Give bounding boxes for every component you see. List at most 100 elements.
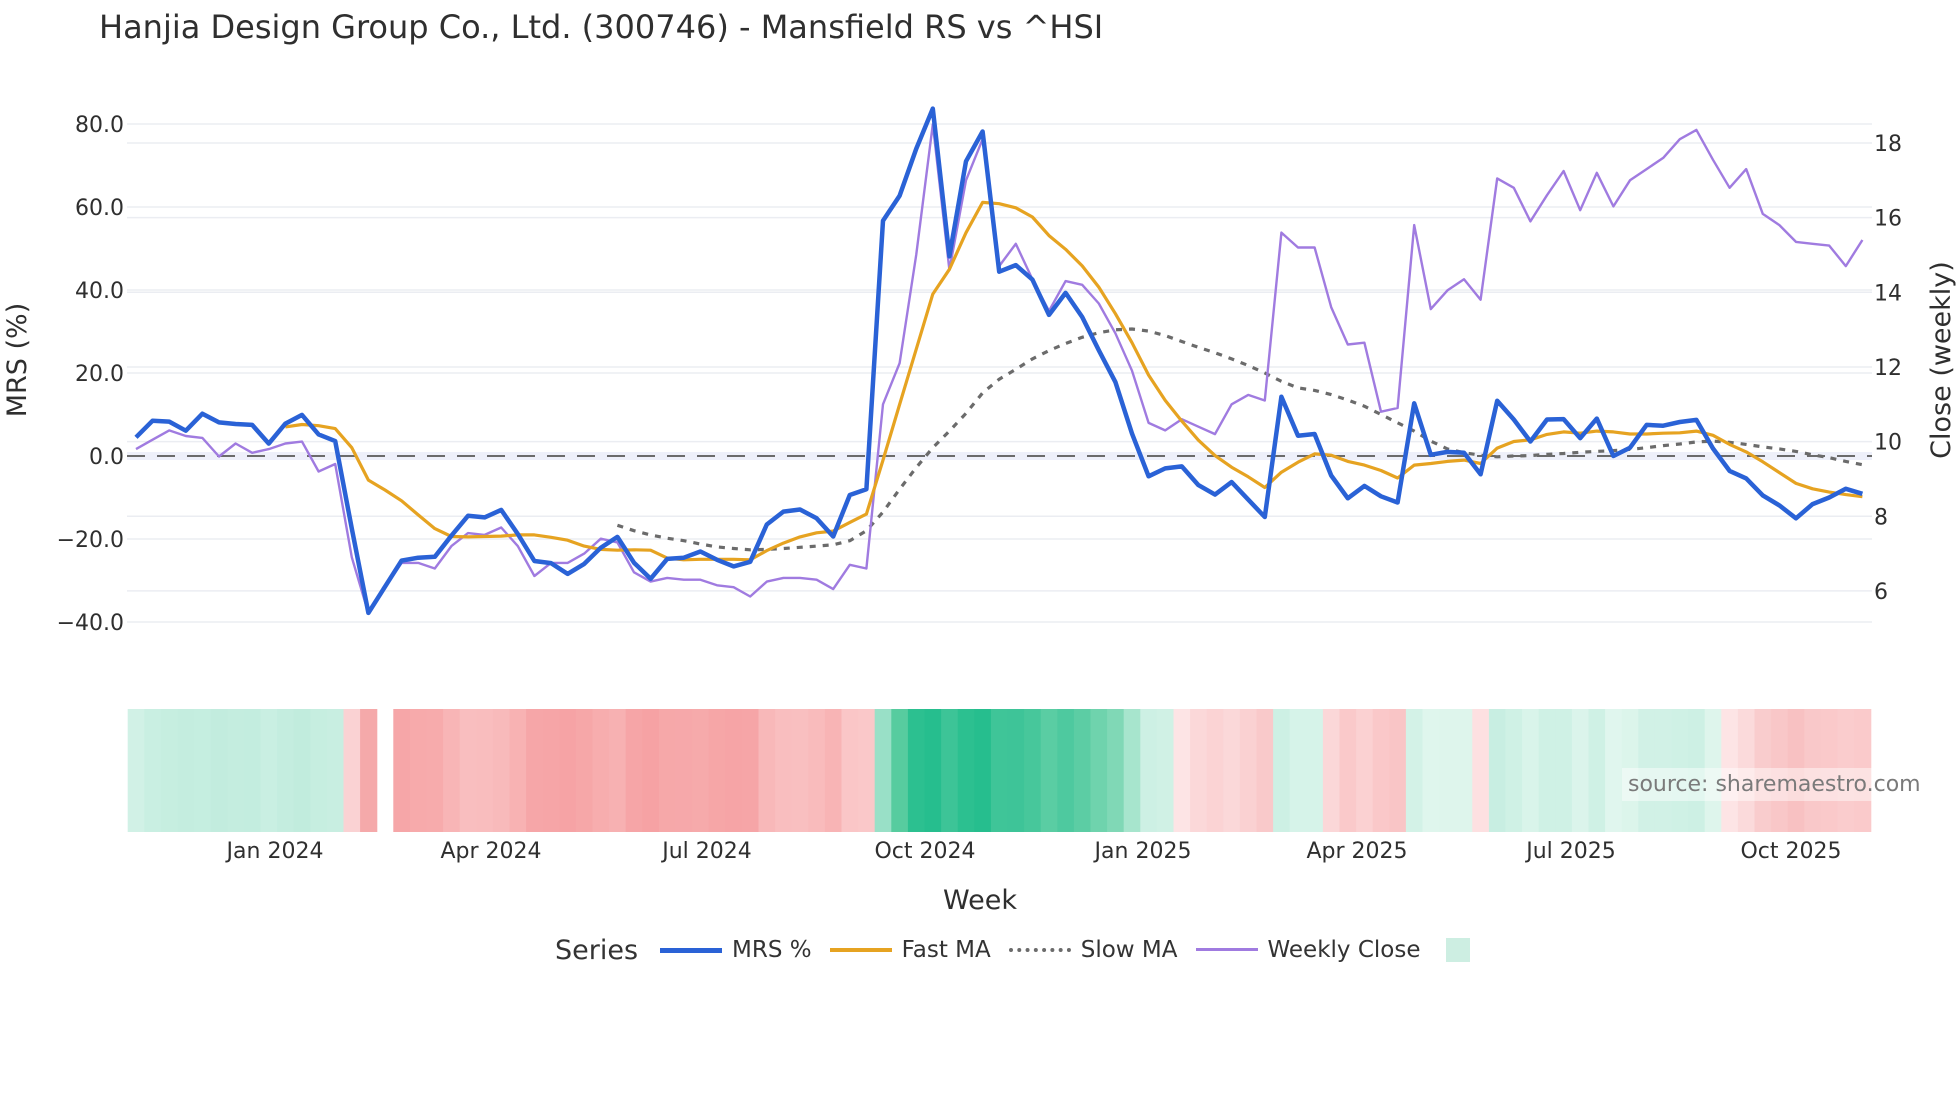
x-tick-label: Oct 2024	[874, 839, 975, 864]
heatmap-cell	[941, 709, 959, 832]
heatmap-cell	[492, 709, 511, 832]
mrs-line	[134, 106, 1864, 616]
legend-item-heatmap[interactable]	[1438, 938, 1471, 962]
mrs-heatmap-strip	[127, 709, 1872, 832]
heatmap-cell	[1422, 709, 1440, 832]
heatmap-cell	[1073, 709, 1092, 832]
heatmap-cell	[1754, 709, 1772, 832]
heatmap-swatch-icon	[1446, 938, 1471, 962]
heatmap-cell	[891, 709, 909, 832]
heatmap-cell	[1289, 709, 1307, 832]
x-axis-ticks: Jan 2024 Apr 2024 Jul 2024 Oct 2024 Jan 2025…	[225, 839, 1842, 864]
x-axis-title: Week	[943, 885, 1017, 916]
heatmap-cell	[824, 709, 843, 832]
heatmap-cell	[1820, 709, 1839, 832]
fast-ma-line-swatch-icon	[829, 940, 892, 960]
heatmap-cell	[1057, 709, 1075, 832]
heatmap-cell	[1206, 709, 1224, 832]
heatmap-cell	[144, 709, 162, 832]
heatmap-cell	[808, 709, 826, 832]
heatmap-cell	[1522, 709, 1540, 832]
legend-item-fast-ma[interactable]: Fast MA	[829, 937, 991, 963]
x-tick-label: Jul 2025	[1524, 839, 1616, 864]
mrs-line-swatch-icon	[660, 940, 723, 960]
heatmap-cell	[1007, 709, 1025, 832]
series-lines	[134, 106, 1864, 616]
heatmap-cell	[1654, 709, 1673, 832]
heatmap-cell	[725, 709, 743, 832]
heatmap-cell	[243, 709, 262, 832]
heatmap-cell	[1273, 709, 1291, 832]
heatmap-cell	[1256, 709, 1274, 832]
heatmap-cell	[1472, 709, 1490, 832]
y2-tick-label: 12	[1874, 356, 1902, 381]
legend-title: Series	[555, 934, 639, 966]
slow-ma-line	[616, 327, 1863, 552]
heatmap-cell	[326, 709, 345, 832]
heatmap-cell	[741, 709, 760, 832]
heatmap-cell	[1555, 709, 1573, 832]
heatmap-cell	[1638, 709, 1656, 832]
y-tick-label: 0.0	[89, 445, 124, 470]
heatmap-cell	[1405, 709, 1424, 832]
heatmap-cell	[575, 709, 594, 832]
chart-title: Hanjia Design Group Co., Ltd. (300746) -…	[99, 8, 1104, 46]
y2-tick-label: 18	[1874, 132, 1902, 157]
heatmap-cell	[1356, 709, 1374, 832]
heatmap-cell	[526, 709, 544, 832]
y-axis-left-ticks: 80.0 60.0 40.0 20.0 0.0 −20.0 −40.0	[57, 113, 124, 636]
y-axis-left-title: MRS (%)	[2, 303, 33, 418]
legend-item-mrs[interactable]: MRS %	[660, 937, 812, 963]
heatmap-cell	[277, 709, 295, 832]
heatmap-cell	[658, 709, 677, 832]
heatmap-cell	[592, 709, 610, 832]
heatmap-cell	[907, 709, 926, 832]
heatmap-cell	[1239, 709, 1258, 832]
heatmap-cell	[642, 709, 660, 832]
heatmap-cell	[1455, 709, 1473, 832]
heatmap-cell	[758, 709, 776, 832]
heatmap-cell	[708, 709, 726, 832]
heatmap-cell	[1322, 709, 1341, 832]
heatmap-cell	[360, 709, 378, 832]
heatmap-cell	[1538, 709, 1556, 832]
y2-tick-label: 6	[1874, 580, 1888, 605]
heatmap-cell	[1605, 709, 1623, 832]
heatmap-cell	[343, 709, 361, 832]
heatmap-cell	[1688, 709, 1706, 832]
heatmap-cell	[160, 709, 179, 832]
legend-item-weekly-close[interactable]: Weekly Close	[1195, 937, 1420, 963]
heatmap-cell	[1671, 709, 1689, 832]
heatmap-cell	[1854, 709, 1872, 832]
x-tick-label: Apr 2025	[1306, 839, 1407, 864]
heatmap-cell	[426, 709, 444, 832]
heatmap-cell	[775, 709, 793, 832]
heatmap-cell	[1588, 709, 1606, 832]
heatmap-cell	[1389, 709, 1407, 832]
heatmap-cell	[1140, 709, 1158, 832]
heatmap-cell	[1787, 709, 1805, 832]
legend-item-slow-ma[interactable]: Slow MA	[1008, 937, 1178, 963]
heatmap-cell	[459, 709, 477, 832]
y-tick-label: −20.0	[57, 528, 124, 553]
y-tick-label: 60.0	[75, 196, 124, 221]
heatmap-cell	[1621, 709, 1639, 832]
heatmap-cell	[609, 709, 627, 832]
x-tick-label: Apr 2024	[440, 839, 541, 864]
heatmap-cell	[924, 709, 942, 832]
heatmap-cell	[1804, 709, 1822, 832]
heatmap-cell	[1190, 709, 1208, 832]
heatmap-cell	[874, 709, 892, 832]
heatmap-cell	[194, 709, 212, 832]
heatmap-cell	[841, 709, 859, 832]
x-tick-label: Jul 2024	[660, 839, 752, 864]
y-tick-label: 80.0	[75, 113, 124, 138]
heatmap-cell	[310, 709, 328, 832]
heatmap-cell	[675, 709, 693, 832]
heatmap-cell	[957, 709, 975, 832]
heatmap-cell	[227, 709, 245, 832]
heatmap-cell	[1737, 709, 1756, 832]
heatmap-cell	[974, 709, 992, 832]
heatmap-cell	[409, 709, 428, 832]
y-tick-label: −40.0	[57, 611, 124, 636]
